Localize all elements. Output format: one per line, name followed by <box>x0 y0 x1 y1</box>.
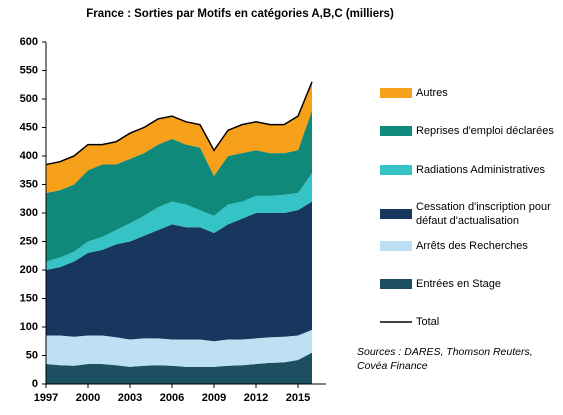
x-tick-label: 2009 <box>202 392 226 404</box>
y-tick-label: 250 <box>20 235 38 247</box>
legend-label-line: défaut d'actualisation <box>416 215 519 227</box>
legend-swatch <box>380 88 412 98</box>
legend-label: Reprises d'emploi déclarées <box>416 125 554 137</box>
y-tick-label: 550 <box>20 64 38 76</box>
area <box>46 201 312 342</box>
legend-swatch <box>380 241 412 251</box>
annotation: Sources : DARES, Thomson Reuters, Covéa … <box>357 346 533 372</box>
x-tick-label: 1997 <box>34 392 58 404</box>
x-tick-label: 2003 <box>118 392 142 404</box>
y-tick-label: 0 <box>32 378 38 390</box>
legend-swatch <box>380 209 412 219</box>
area <box>46 352 312 384</box>
area <box>46 81 312 194</box>
y-tick-label: 500 <box>20 93 38 105</box>
y-tick-label: 350 <box>20 178 38 190</box>
legend-label: Entrées en Stage <box>416 278 501 290</box>
area <box>46 110 312 262</box>
legend-label: Arrêts des Recherches <box>416 240 528 252</box>
x-tick-label: 2006 <box>160 392 184 404</box>
x-tick-label: 2015 <box>286 392 310 404</box>
y-tick-label: 50 <box>26 349 38 361</box>
y-tick-label: 400 <box>20 150 38 162</box>
chart-title: France : Sorties par Motifs en catégorie… <box>86 8 394 20</box>
legend-label: Cessation d'inscription pour défaut d'act… <box>416 201 551 227</box>
y-tick-label: 450 <box>20 121 38 133</box>
x-tick-label: 2012 <box>244 392 268 404</box>
y-tick-label: 300 <box>20 207 38 219</box>
x-tick-label: 2000 <box>76 392 100 404</box>
y-tick-label: 100 <box>20 321 38 333</box>
y-tick-label: 200 <box>20 264 38 276</box>
total-line <box>45 81 313 166</box>
legend-label: Total <box>416 316 439 328</box>
legend-swatch <box>380 126 412 136</box>
annotation-box: Sources : DARES, Thomson Reuters, Covéa … <box>357 346 533 372</box>
legend-label: Radiations Administratives <box>416 164 546 176</box>
legend-label-line: Cessation d'inscription pour <box>416 201 551 213</box>
legend-swatch <box>380 165 412 175</box>
y-tick-label: 150 <box>20 292 38 304</box>
area <box>46 329 312 367</box>
y-tick-label: 600 <box>20 36 38 48</box>
legend-swatch <box>380 279 412 289</box>
legend-label: Autres <box>416 87 448 99</box>
area <box>46 173 312 270</box>
